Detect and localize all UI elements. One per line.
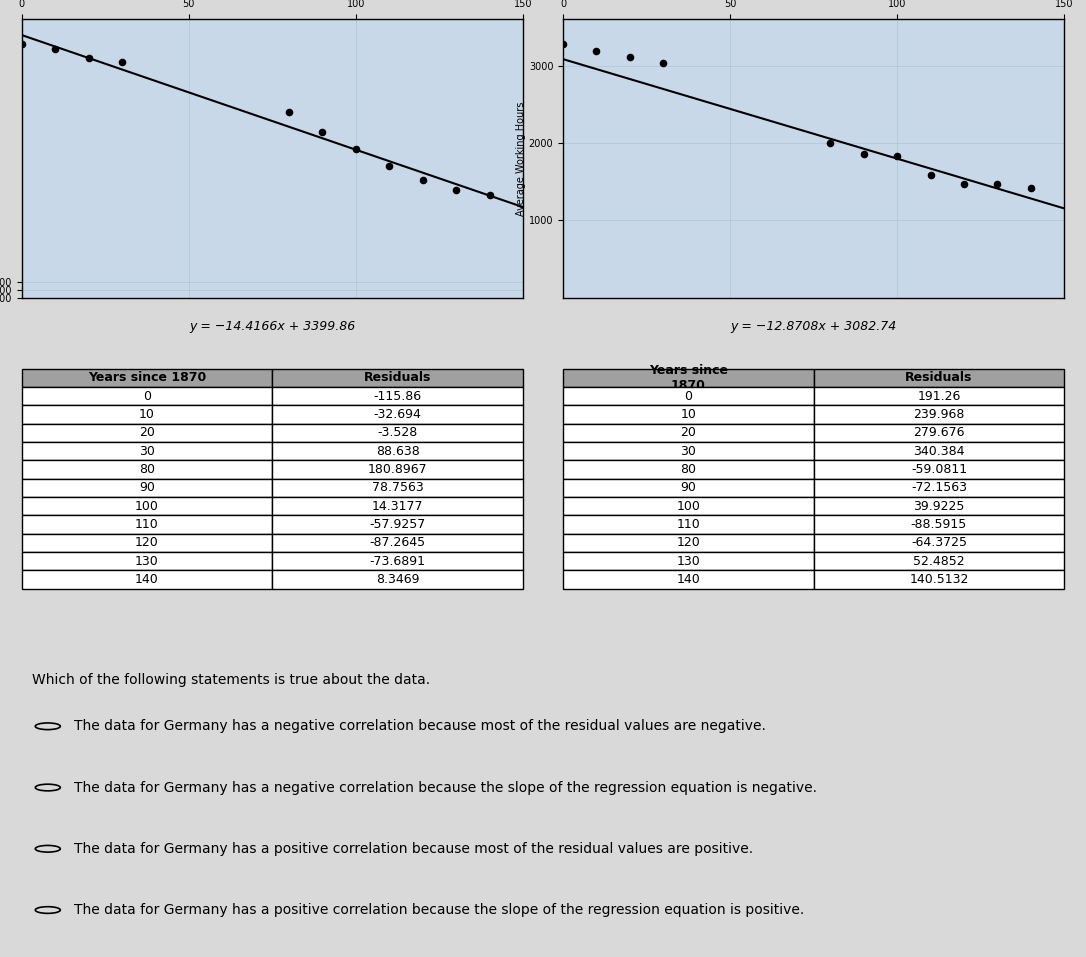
Point xyxy=(922,167,939,183)
Point xyxy=(447,183,465,198)
Point xyxy=(588,43,605,58)
Point xyxy=(80,51,98,66)
Text: Which of the following statements is true about the data.: Which of the following statements is tru… xyxy=(33,674,430,687)
Text: The data for Germany has a positive correlation because most of the residual val: The data for Germany has a positive corr… xyxy=(74,842,753,856)
Point xyxy=(414,172,431,188)
Point xyxy=(855,146,872,162)
Point xyxy=(113,55,130,70)
Point xyxy=(956,176,973,191)
Point xyxy=(280,104,298,120)
Text: The data for Germany has a positive correlation because the slope of the regress: The data for Germany has a positive corr… xyxy=(74,903,804,917)
Point xyxy=(888,148,906,164)
Text: The data for Germany has a negative correlation because most of the residual val: The data for Germany has a negative corr… xyxy=(74,720,766,733)
Point xyxy=(314,124,331,140)
Text: The data for Germany has a negative correlation because the slope of the regress: The data for Germany has a negative corr… xyxy=(74,781,817,794)
Point xyxy=(380,158,397,173)
Point xyxy=(988,177,1006,192)
Point xyxy=(554,36,571,52)
Point xyxy=(13,36,30,52)
Point xyxy=(348,141,365,156)
Text: y = −14.4166x + 3399.86: y = −14.4166x + 3399.86 xyxy=(189,320,355,333)
Point xyxy=(822,136,839,151)
Point xyxy=(1022,180,1039,195)
Point xyxy=(47,41,64,56)
Point xyxy=(481,188,498,203)
Point xyxy=(621,50,639,65)
Text: y = −12.8708x + 3082.74: y = −12.8708x + 3082.74 xyxy=(731,320,897,333)
Point xyxy=(655,55,672,70)
Y-axis label: Average Working Hours: Average Working Hours xyxy=(516,101,526,215)
